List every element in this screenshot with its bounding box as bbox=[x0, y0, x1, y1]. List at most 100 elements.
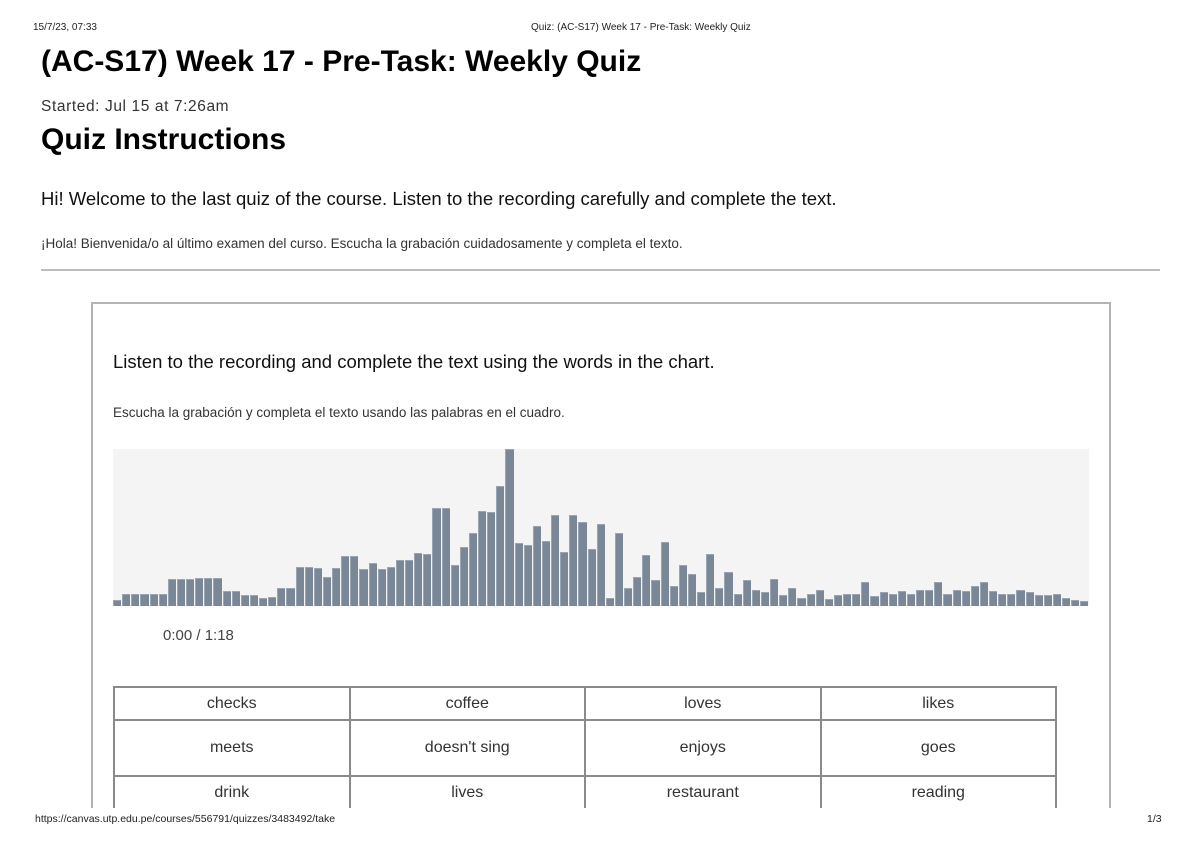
waveform-bar bbox=[797, 598, 806, 606]
waveform-bar bbox=[1043, 595, 1052, 606]
waveform-bar bbox=[487, 512, 496, 606]
waveform-bar bbox=[642, 555, 651, 606]
waveform-bar bbox=[569, 515, 578, 606]
word-bank-table: checks coffee loves likes meets doesn't … bbox=[113, 686, 1057, 808]
waveform-bar bbox=[213, 578, 222, 606]
waveform-bar bbox=[195, 578, 204, 606]
instructions-english: Hi! Welcome to the last quiz of the cour… bbox=[41, 188, 837, 209]
waveform-bar bbox=[176, 579, 185, 606]
waveform-bar bbox=[514, 543, 523, 606]
word-bank-cell: likes bbox=[819, 686, 1057, 721]
waveform-bar bbox=[861, 582, 870, 606]
word-bank-cell: coffee bbox=[348, 686, 586, 721]
waveform-bar bbox=[450, 565, 459, 606]
quiz-started-time: Started: Jul 15 at 7:26am bbox=[41, 98, 230, 115]
word-bank-cell: goes bbox=[819, 719, 1057, 777]
word-bank-cell: reading bbox=[819, 775, 1057, 808]
waveform-bar bbox=[724, 572, 733, 606]
waveform-bar bbox=[259, 598, 268, 606]
waveform-bar bbox=[824, 599, 833, 606]
waveform-bar bbox=[888, 594, 897, 606]
waveform-bar bbox=[578, 522, 587, 606]
waveform-bar bbox=[268, 597, 277, 606]
waveform-bar bbox=[149, 594, 158, 606]
print-datetime: 15/7/23, 07:33 bbox=[33, 22, 97, 33]
waveform-bar bbox=[715, 588, 724, 606]
waveform-bar bbox=[523, 545, 532, 606]
waveform-bar bbox=[532, 526, 541, 606]
word-bank-cell: lives bbox=[348, 775, 586, 808]
waveform-bar bbox=[760, 592, 769, 606]
waveform-bar bbox=[377, 569, 386, 606]
waveform-bar bbox=[496, 486, 505, 606]
waveform-bar bbox=[350, 556, 359, 606]
audio-waveform-seekbar[interactable] bbox=[113, 449, 1089, 606]
waveform-bar bbox=[359, 569, 368, 606]
waveform-bar bbox=[122, 594, 131, 606]
quiz-title: (AC-S17) Week 17 - Pre-Task: Weekly Quiz bbox=[41, 45, 642, 78]
waveform-bar bbox=[1007, 594, 1016, 606]
page-content: (AC-S17) Week 17 - Pre-Task: Weekly Quiz… bbox=[41, 45, 1160, 808]
waveform-bar bbox=[204, 578, 213, 606]
waveform-bar bbox=[706, 554, 715, 606]
waveform-bar bbox=[560, 552, 569, 606]
waveform-bar bbox=[852, 594, 861, 606]
waveform-bar bbox=[1071, 600, 1080, 606]
waveform-bar bbox=[332, 568, 341, 606]
word-bank-row: meets doesn't sing enjoys goes bbox=[113, 719, 1057, 777]
waveform-bar bbox=[925, 590, 934, 606]
word-bank-cell: restaurant bbox=[584, 775, 822, 808]
waveform-bar bbox=[687, 574, 696, 606]
quiz-instructions-heading: Quiz Instructions bbox=[41, 123, 287, 156]
waveform-bar bbox=[879, 592, 888, 606]
waveform-bar bbox=[751, 590, 760, 606]
waveform-bar bbox=[870, 596, 879, 606]
waveform-bar bbox=[158, 594, 167, 606]
waveform-bar bbox=[295, 567, 304, 606]
print-page-title: Quiz: (AC-S17) Week 17 - Pre-Task: Weekl… bbox=[531, 22, 751, 33]
word-bank-cell: drink bbox=[113, 775, 351, 808]
waveform-bar bbox=[222, 591, 231, 606]
word-bank-cell: loves bbox=[584, 686, 822, 721]
waveform-bar bbox=[934, 582, 943, 606]
word-bank-row: checks coffee loves likes bbox=[113, 686, 1057, 721]
print-footer-url: https://canvas.utp.edu.pe/courses/556791… bbox=[35, 813, 336, 825]
waveform-bar bbox=[596, 524, 605, 606]
waveform-bar bbox=[468, 533, 477, 606]
waveform-bar bbox=[970, 586, 979, 606]
waveform-bar bbox=[286, 588, 295, 606]
word-bank-cell: doesn't sing bbox=[348, 719, 586, 777]
waveform-bar bbox=[240, 595, 249, 606]
waveform-bar bbox=[551, 515, 560, 606]
word-bank-cell: checks bbox=[113, 686, 351, 721]
waveform-bar bbox=[368, 563, 377, 606]
instructions-spanish: ¡Hola! Bienvenida/o al último examen del… bbox=[41, 236, 683, 251]
waveform-bar bbox=[660, 542, 669, 606]
waveform-bar bbox=[916, 590, 925, 606]
waveform-bar bbox=[231, 591, 240, 606]
waveform-bar bbox=[788, 588, 797, 606]
waveform-bar bbox=[386, 567, 395, 606]
waveform-bar bbox=[906, 594, 915, 606]
waveform-bar bbox=[131, 594, 140, 606]
word-bank-cell: enjoys bbox=[584, 719, 822, 777]
waveform-bar bbox=[779, 595, 788, 606]
waveform-bar bbox=[678, 565, 687, 606]
waveform-bar bbox=[897, 591, 906, 606]
waveform-bar bbox=[989, 591, 998, 606]
waveform-bar bbox=[459, 547, 468, 606]
waveform-bar bbox=[651, 580, 660, 606]
waveform-bar bbox=[322, 577, 331, 606]
waveform-bar bbox=[697, 592, 706, 606]
waveform-bar bbox=[833, 595, 842, 606]
waveform-bar bbox=[541, 541, 550, 606]
waveform-bar bbox=[395, 560, 404, 606]
waveform-bar bbox=[432, 508, 441, 606]
waveform-bar bbox=[505, 449, 514, 606]
waveform-bar bbox=[770, 579, 779, 606]
waveform-bar bbox=[587, 549, 596, 606]
waveform-bar bbox=[998, 594, 1007, 606]
waveform-bar bbox=[140, 594, 149, 606]
waveform-bar bbox=[979, 582, 988, 606]
waveform-bar bbox=[1052, 594, 1061, 606]
